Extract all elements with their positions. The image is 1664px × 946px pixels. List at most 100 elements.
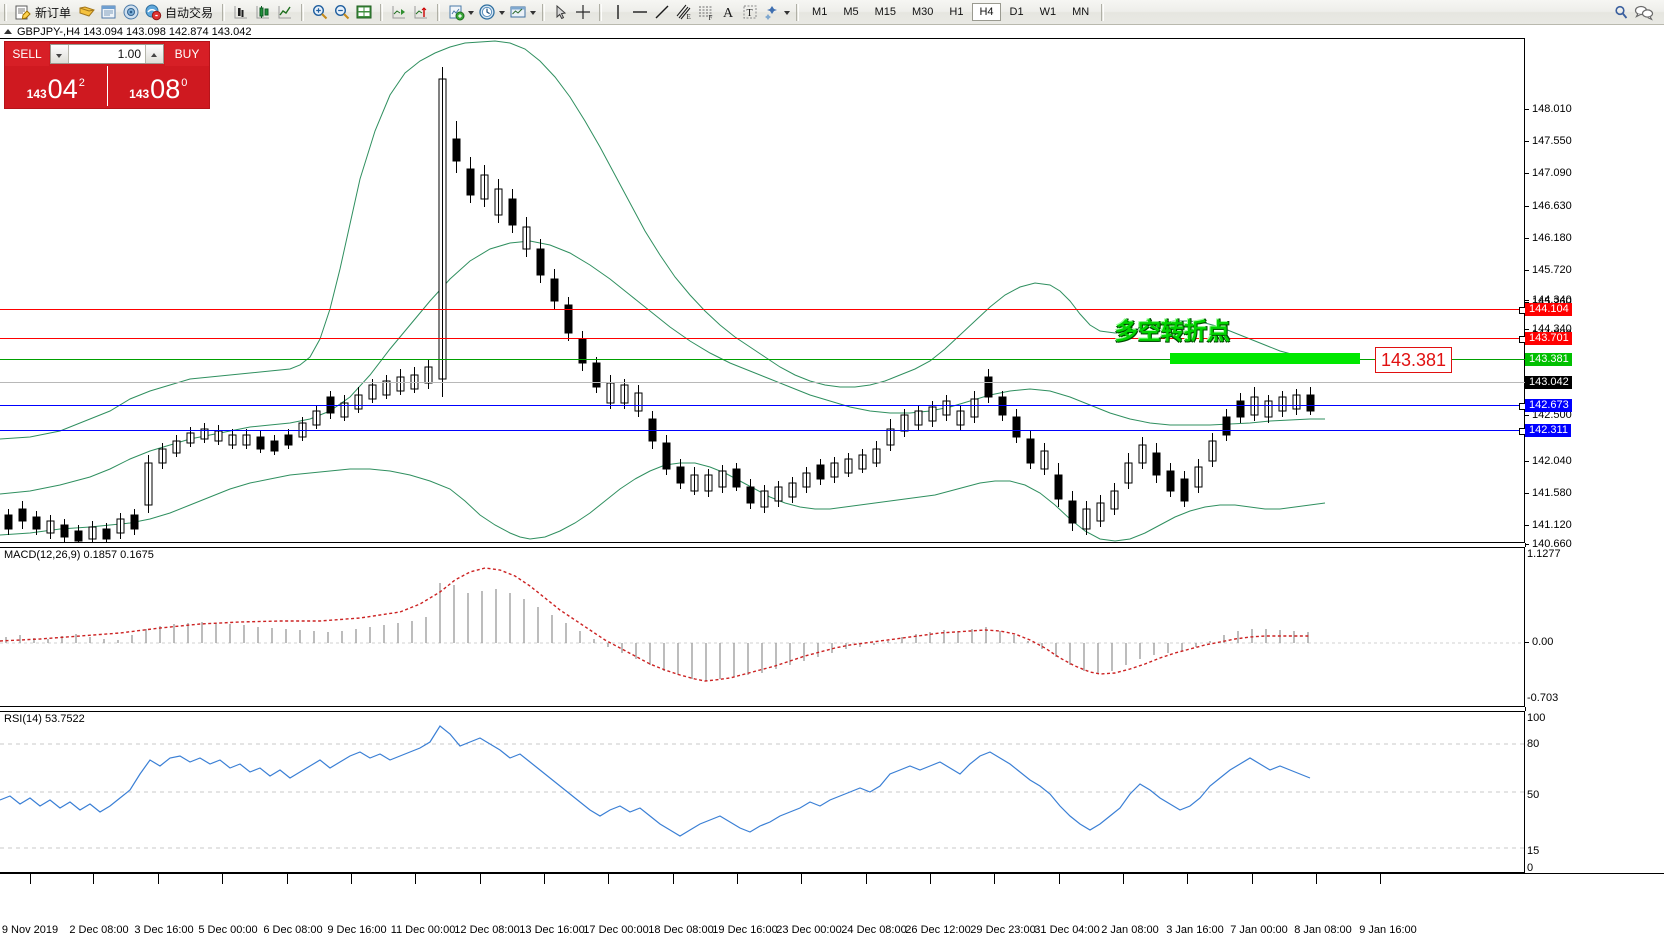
level-line-143381[interactable] (0, 359, 1525, 360)
chinese-annotation-text[interactable]: 多空转折点 (1115, 319, 1230, 345)
shift-end-button[interactable] (388, 1, 410, 23)
timeframe-m15[interactable]: M15 (874, 6, 896, 18)
horizontal-line-icon (631, 3, 649, 21)
time-tick (1187, 874, 1188, 884)
support-zone-highlight[interactable] (1170, 353, 1360, 364)
timeframe-w1[interactable]: W1 (1039, 6, 1057, 18)
trade-panel-controls: SELL 1.00 BUY (5, 42, 209, 66)
timeframe-d1[interactable]: D1 (1009, 6, 1024, 18)
level-tag-143701[interactable]: 143.701 (1525, 332, 1572, 345)
price-chart-pane[interactable] (0, 38, 1525, 543)
line-chart-button[interactable] (274, 1, 296, 23)
level-tag-142673[interactable]: 142.673 (1525, 399, 1572, 412)
trendline-tool-button[interactable] (651, 1, 673, 23)
buy-quote[interactable]: 143 08 0 (106, 66, 210, 106)
tile-windows-button[interactable] (353, 1, 375, 23)
level-line-143701[interactable] (0, 336, 1526, 343)
indicators-dropdown-arrow[interactable] (467, 4, 476, 20)
terminal-window-icon (100, 3, 118, 21)
time-tick (866, 874, 867, 884)
time-label: 12 Dec 08:00 (454, 924, 520, 936)
macd-canvas (0, 567, 1524, 682)
signal-globe-icon (122, 3, 140, 21)
zoom-in-button[interactable] (309, 1, 331, 23)
auto-trading-button[interactable]: 自动交易 (142, 1, 218, 23)
toolbar-grip[interactable] (4, 3, 8, 21)
time-axis[interactable]: 9 Nov 2019 2 Dec 08:00 3 Dec 16:00 5 Dec… (0, 873, 1664, 946)
horizontal-line-tool-button[interactable] (629, 1, 651, 23)
periodicity-dropdown-arrow[interactable] (498, 4, 507, 20)
cursor-tool-button[interactable] (550, 1, 572, 23)
svg-text:A: A (723, 6, 734, 21)
price-callout-label[interactable]: 143.381 (1375, 347, 1453, 373)
toolbar-icon-terminal[interactable] (98, 1, 120, 23)
vertical-line-tool-button[interactable] (607, 1, 629, 23)
toolbar-grip-3[interactable] (542, 3, 547, 21)
time-label: 6 Dec 08:00 (263, 924, 323, 936)
templates-button[interactable] (507, 1, 529, 23)
search-button[interactable] (1610, 1, 1632, 23)
svg-text:T: T (747, 8, 753, 19)
new-order-button[interactable]: 新订单 (12, 1, 76, 23)
chart-shift-icon (390, 3, 408, 21)
buy-button[interactable]: BUY (165, 42, 209, 66)
auto-scroll-button[interactable] (410, 1, 432, 23)
arrows-dropdown-arrow[interactable] (783, 4, 792, 20)
timeframe-h4[interactable]: H4 (972, 3, 1001, 21)
toolbar-icon-orders[interactable] (76, 1, 98, 23)
level-tag-144104[interactable]: 144.104 (1525, 303, 1572, 316)
zoom-out-button[interactable] (331, 1, 353, 23)
text-label-tool-button[interactable]: T (739, 1, 761, 23)
templates-dropdown-arrow[interactable] (529, 4, 538, 20)
chart-symbol-text: GBPJPY-,H4 143.094 143.098 142.874 143.0… (17, 25, 252, 38)
time-tick (994, 874, 995, 884)
fibonacci-tool-button[interactable]: F (695, 1, 717, 23)
timeframe-m1[interactable]: M1 (812, 6, 828, 18)
rsi-chart-pane[interactable] (0, 711, 1525, 873)
sell-quote[interactable]: 143 04 2 (5, 66, 107, 106)
volume-decrease-button[interactable] (51, 45, 69, 63)
rsi-pane-label: RSI(14) 53.7522 (2, 713, 87, 725)
macd-chart-pane[interactable] (0, 547, 1525, 707)
text-tool-button[interactable]: A (717, 1, 739, 23)
folder-icon (78, 3, 96, 21)
one-click-trading-panel[interactable]: SELL 1.00 BUY 143 04 2 143 08 0 (4, 41, 210, 109)
toolbar-icon-signals[interactable] (120, 1, 142, 23)
chat-button[interactable] (1632, 1, 1654, 23)
volume-stepper[interactable]: 1.00 (50, 44, 164, 64)
level-line-142673[interactable] (0, 403, 1526, 410)
toolbar-grip-4[interactable] (796, 3, 801, 21)
level-line-144104[interactable] (0, 307, 1526, 314)
price-axis[interactable]: 148.010 147.550 147.090 146.630 146.180 … (1525, 38, 1664, 543)
level-tag-143381[interactable]: 143.381 (1525, 353, 1572, 366)
time-tick (351, 874, 352, 884)
timeframe-mn[interactable]: MN (1072, 6, 1090, 18)
time-label: 13 Dec 16:00 (519, 924, 585, 936)
timeframe-m30[interactable]: M30 (912, 6, 934, 18)
equidistant-channel-button[interactable]: E (673, 1, 695, 23)
time-label: 9 Dec 16:00 (327, 924, 387, 936)
arrows-tool-button[interactable] (761, 1, 783, 23)
toolbar-grip-5[interactable] (1101, 3, 1106, 21)
volume-increase-button[interactable] (145, 45, 163, 63)
level-line-142311[interactable] (0, 428, 1526, 435)
time-tick (222, 874, 223, 884)
candlestick-chart-button[interactable] (252, 1, 274, 23)
toolbar-separator-4 (599, 3, 603, 21)
periodicity-button[interactable] (476, 1, 498, 23)
level-tag-142311[interactable]: 142.311 (1525, 424, 1571, 437)
bar-chart-icon (232, 3, 250, 21)
indicators-button[interactable] (445, 1, 467, 23)
crosshair-tool-button[interactable] (572, 1, 594, 23)
timeframe-m5[interactable]: M5 (843, 6, 859, 18)
bar-chart-button[interactable] (230, 1, 252, 23)
toolbar-grip-2[interactable] (222, 3, 227, 21)
time-label: 9 Jan 16:00 (1359, 924, 1417, 936)
collapse-triangle-icon[interactable] (4, 29, 12, 34)
time-tick (30, 874, 31, 884)
level-tag-143042-current-price: 143.042 (1525, 376, 1572, 389)
timeframe-h1[interactable]: H1 (949, 6, 964, 18)
sell-button[interactable]: SELL (5, 42, 49, 66)
volume-input[interactable]: 1.00 (69, 45, 145, 63)
trade-panel-quotes: 143 04 2 143 08 0 (5, 66, 209, 106)
